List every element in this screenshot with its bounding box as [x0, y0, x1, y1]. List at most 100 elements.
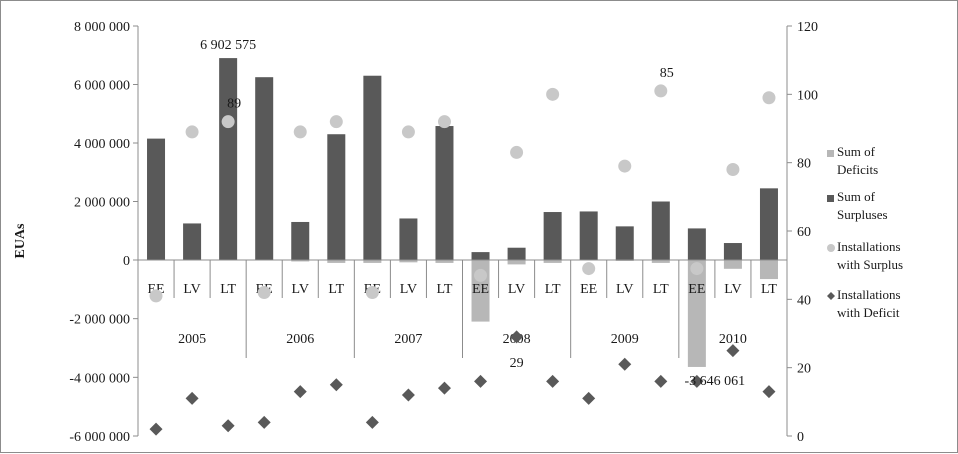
deficit-bar [399, 260, 418, 263]
surplus-bar [435, 126, 454, 260]
category-label: LT [328, 282, 344, 297]
deficit-installations-point [185, 391, 199, 405]
y-tick-label: -6 000 000 [69, 430, 130, 445]
surplus-installations-point [690, 262, 704, 276]
deficit-installations-point [726, 344, 740, 358]
legend-swatch [827, 292, 835, 300]
surplus-installations-point [185, 125, 199, 139]
surplus-installations-point [221, 115, 235, 129]
y-tick-label: -4 000 000 [69, 371, 130, 386]
y-tick-label: 6 000 000 [74, 79, 130, 94]
deficit-installations-point [401, 388, 415, 402]
surplus-installations-point [293, 125, 307, 139]
surplus-installations-point [437, 115, 451, 129]
surplus-installations-point [474, 268, 488, 282]
legend-swatch [827, 244, 835, 252]
legend-label: Installations [837, 287, 901, 302]
category-label: LV [616, 282, 633, 297]
y2-tick-label: 120 [797, 20, 818, 35]
surplus-installations-point [365, 286, 379, 299]
legend-label: Installations [837, 239, 901, 254]
category-label: EE [472, 282, 489, 297]
deficit-installations-point [510, 330, 524, 344]
category-label: EE [688, 282, 705, 297]
y2-tick-label: 100 [797, 88, 818, 103]
y-tick-label: 4 000 000 [74, 137, 130, 152]
group-label: 2005 [178, 332, 206, 347]
deficit-installations-point [474, 374, 488, 388]
deficit-bar [543, 260, 562, 263]
deficit-installations-point [293, 385, 307, 399]
surplus-installations-point [546, 87, 560, 101]
surplus-installations-point [510, 145, 524, 159]
category-label: LT [653, 282, 669, 297]
surplus-bar [219, 58, 238, 260]
category-label: LT [761, 282, 777, 297]
legend-label: with Deficit [837, 305, 900, 320]
legend-label: Sum of [837, 144, 876, 159]
category-label: EE [580, 282, 597, 297]
data-label: 85 [660, 66, 674, 81]
deficit-bar [327, 260, 346, 263]
legend-label: Surpluses [837, 207, 888, 222]
surplus-installations-point [654, 84, 668, 98]
surplus-installations-point [257, 286, 271, 299]
deficit-bar [687, 260, 706, 367]
y2-tick-label: 60 [797, 225, 811, 240]
y2-tick-label: 0 [797, 430, 804, 445]
deficit-installations-point [257, 415, 271, 429]
y2-tick-label: 20 [797, 362, 811, 377]
y-tick-label: -2 000 000 [69, 313, 130, 328]
surplus-installations-point [726, 163, 740, 176]
deficit-bar [291, 260, 310, 262]
deficit-installations-point [149, 422, 163, 436]
deficit-bar [507, 260, 526, 265]
y-axis-title: EUAs [13, 223, 28, 259]
category-label: LV [400, 282, 417, 297]
surplus-bar [471, 252, 490, 260]
category-label: LV [724, 282, 741, 297]
category-label: LV [183, 282, 200, 297]
surplus-bar [759, 188, 778, 260]
y2-tick-label: 80 [797, 157, 811, 172]
deficit-bar [435, 260, 454, 263]
surplus-installations-point [401, 125, 415, 139]
surplus-bar [327, 134, 346, 260]
deficit-installations-point [437, 381, 451, 395]
legend-label: with Surplus [837, 257, 903, 272]
data-label: 29 [510, 356, 524, 371]
surplus-bar [723, 243, 742, 260]
deficit-installations-point [618, 357, 632, 371]
deficit-installations-point [762, 385, 776, 399]
surplus-bar [363, 75, 382, 260]
surplus-bar [147, 138, 166, 260]
surplus-bar [291, 221, 310, 260]
surplus-installations-point [762, 91, 776, 105]
deficit-bar [759, 260, 778, 280]
y2-tick-label: 40 [797, 293, 811, 308]
surplus-installations-point [329, 115, 343, 129]
deficit-installations-point [365, 415, 379, 429]
legend-label: Sum of [837, 189, 876, 204]
y-tick-label: 0 [123, 254, 130, 269]
surplus-bar [651, 201, 670, 260]
y-tick-label: 8 000 000 [74, 20, 130, 35]
deficit-installations-point [654, 374, 668, 388]
surplus-bar [507, 247, 526, 260]
category-label: LT [220, 282, 236, 297]
group-label: 2007 [394, 332, 422, 347]
deficit-bar [651, 260, 670, 263]
category-label: LT [545, 282, 561, 297]
category-label: LV [508, 282, 525, 297]
data-label: -3 646 061 [685, 374, 746, 389]
surplus-bar [183, 223, 202, 260]
deficit-installations-point [690, 374, 704, 388]
data-label: 6 902 575 [200, 38, 256, 53]
deficit-installations-point [582, 391, 596, 405]
surplus-bar [255, 77, 274, 260]
legend-swatch [827, 195, 834, 202]
surplus-bar [543, 212, 562, 260]
category-label: LV [292, 282, 309, 297]
surplus-installations-point [582, 262, 596, 276]
